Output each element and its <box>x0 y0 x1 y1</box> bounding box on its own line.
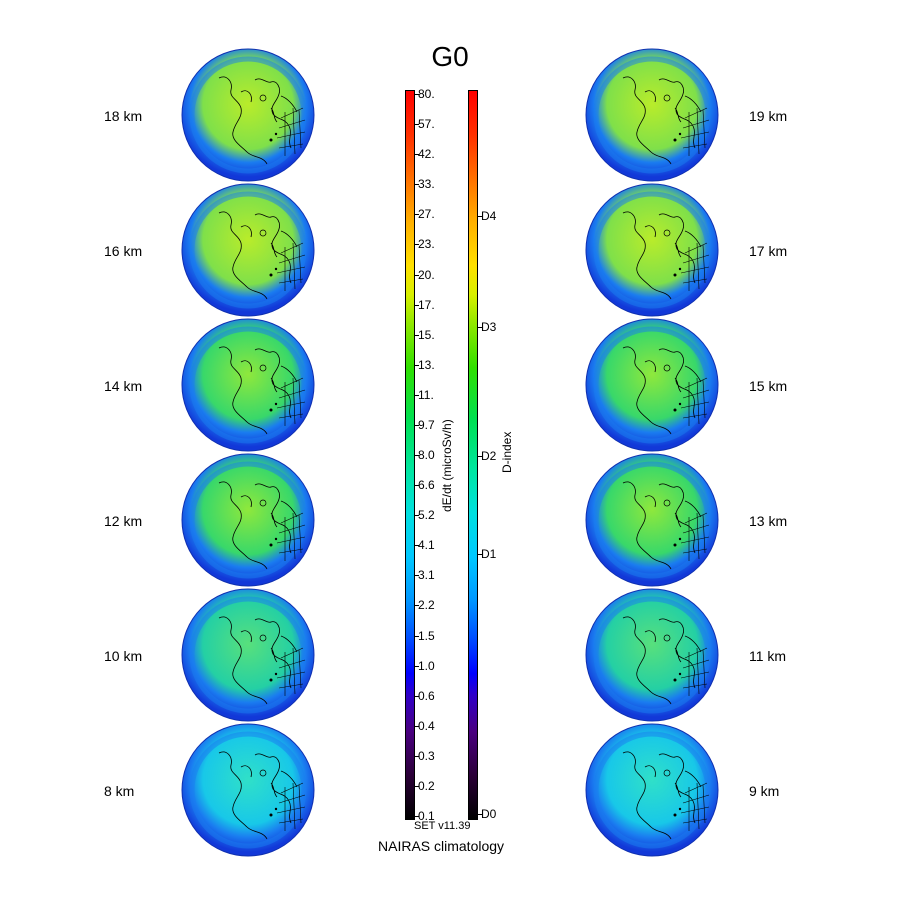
dose-tick-label: 15. <box>418 328 435 342</box>
dindex-axis-title: D-index <box>500 431 514 473</box>
dose-tick-label: 0.4 <box>418 719 435 733</box>
dose-tick-mark <box>414 575 419 576</box>
dose-tick-label: 6.6 <box>418 478 435 492</box>
globe-map <box>585 723 719 857</box>
dose-tick-label: 20. <box>418 268 435 282</box>
dose-tick-mark <box>414 154 419 155</box>
dose-tick-mark <box>414 455 419 456</box>
dose-tick-label: 0.6 <box>418 689 435 703</box>
dindex-tick-label: D4 <box>481 209 497 223</box>
dose-tick-mark <box>414 124 419 125</box>
globe-map <box>181 318 315 452</box>
dose-tick-label: 1.0 <box>418 659 435 673</box>
globe-map <box>585 48 719 182</box>
dose-tick-mark <box>414 305 419 306</box>
altitude-label: 13 km <box>749 513 788 529</box>
globe-map <box>181 723 315 857</box>
altitude-label: 14 km <box>104 378 143 394</box>
dose-tick-mark <box>414 726 419 727</box>
dindex-tick-label: D2 <box>481 449 497 463</box>
dindex-tick-mark <box>477 554 482 555</box>
globe-map <box>585 183 719 317</box>
globe-map <box>585 318 719 452</box>
globe-map <box>181 453 315 587</box>
dose-tick-label: 5.2 <box>418 508 435 522</box>
altitude-label: 10 km <box>104 648 143 664</box>
dose-tick-mark <box>414 244 419 245</box>
dose-tick-mark <box>414 485 419 486</box>
version-label: SET v11.39 <box>414 820 471 832</box>
dose-tick-label: 33. <box>418 177 435 191</box>
globe-map <box>585 453 719 587</box>
dose-tick-mark <box>414 605 419 606</box>
dindex-tick-mark <box>477 456 482 457</box>
dose-tick-mark <box>414 636 419 637</box>
dose-tick-label: 9.7 <box>418 418 435 432</box>
dose-tick-mark <box>414 425 419 426</box>
dindex-tick-label: D1 <box>481 547 497 561</box>
globe-map <box>181 48 315 182</box>
dindex-tick-label: D3 <box>481 320 497 334</box>
altitude-label: 12 km <box>104 513 143 529</box>
dose-tick-mark <box>414 275 419 276</box>
dose-tick-label: 1.5 <box>418 629 435 643</box>
dose-tick-mark <box>414 756 419 757</box>
dindex-tick-label: D0 <box>481 807 497 821</box>
dose-tick-label: 17. <box>418 298 435 312</box>
dose-tick-mark <box>414 816 419 817</box>
dose-tick-mark <box>414 696 419 697</box>
altitude-label: 19 km <box>749 108 788 124</box>
dose-tick-label: 2.2 <box>418 598 435 612</box>
dindex-colorbar <box>468 90 478 820</box>
dose-tick-label: 27. <box>418 207 435 221</box>
dose-tick-label: 11. <box>418 388 434 402</box>
altitude-label: 8 km <box>104 783 135 799</box>
altitude-label: 18 km <box>104 108 143 124</box>
dose-tick-label: 0.2 <box>418 779 435 793</box>
globe-map <box>181 588 315 722</box>
dose-tick-mark <box>414 666 419 667</box>
dose-tick-mark <box>414 184 419 185</box>
altitude-label: 17 km <box>749 243 788 259</box>
dose-tick-mark <box>414 214 419 215</box>
dose-tick-mark <box>414 335 419 336</box>
dose-tick-mark <box>414 786 419 787</box>
dose-tick-label: 80. <box>418 87 435 101</box>
dose-tick-mark <box>414 365 419 366</box>
dose-tick-label: 0.3 <box>418 749 435 763</box>
altitude-label: 15 km <box>749 378 788 394</box>
dindex-tick-mark <box>477 814 482 815</box>
model-label: NAIRAS climatology <box>378 838 505 854</box>
dose-tick-label: 57. <box>418 117 435 131</box>
dose-tick-mark <box>414 94 419 95</box>
dose-tick-label: 8.0 <box>418 448 435 462</box>
altitude-label: 9 km <box>749 783 780 799</box>
altitude-label: 16 km <box>104 243 143 259</box>
globe-map <box>585 588 719 722</box>
dose-tick-label: 3.1 <box>418 568 435 582</box>
globe-map <box>181 183 315 317</box>
dose-tick-label: 4.1 <box>418 538 435 552</box>
dose-tick-label: 13. <box>418 358 435 372</box>
dose-tick-mark <box>414 545 419 546</box>
dose-axis-title: dE/dt (microSv/h) <box>440 419 454 512</box>
dose-tick-mark <box>414 515 419 516</box>
dindex-tick-mark <box>477 216 482 217</box>
altitude-label: 11 km <box>749 648 787 664</box>
dindex-tick-mark <box>477 327 482 328</box>
dose-tick-label: 0.1 <box>418 809 435 823</box>
dose-tick-label: 42. <box>418 147 435 161</box>
dose-tick-label: 23. <box>418 237 435 251</box>
dose-tick-mark <box>414 395 419 396</box>
page-title: G0 <box>431 41 469 72</box>
